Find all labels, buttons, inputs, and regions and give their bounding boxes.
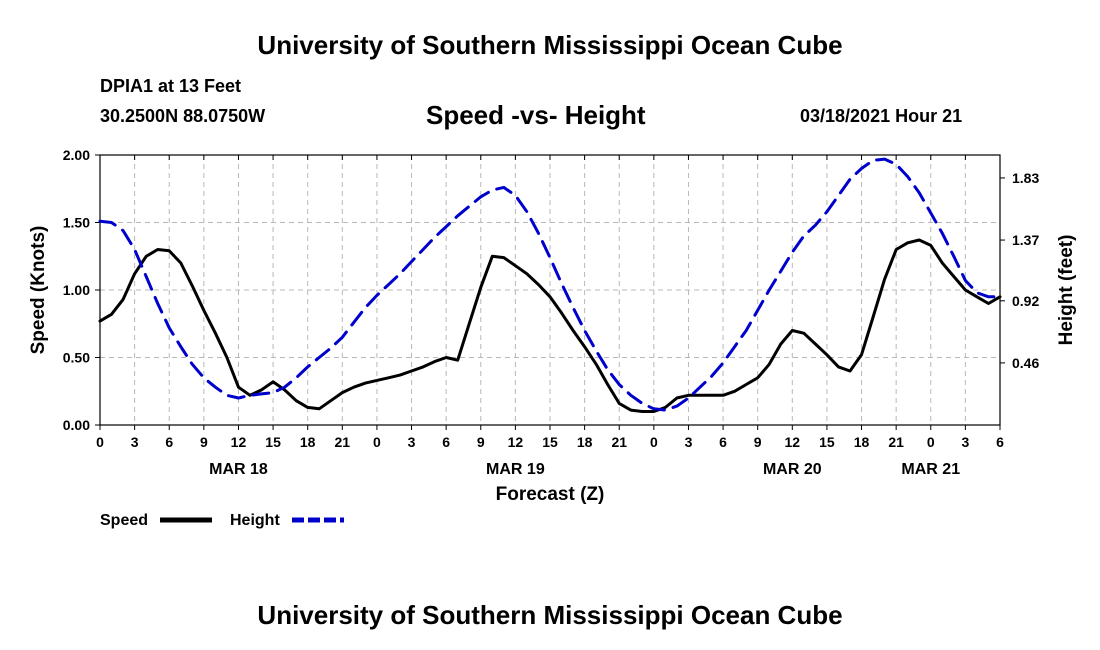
x-tick-label: 6 bbox=[165, 434, 173, 450]
y-right-axis-title: Height (feet) bbox=[1056, 235, 1077, 346]
x-tick-label: 6 bbox=[719, 434, 727, 450]
x-tick-label: 12 bbox=[231, 434, 247, 450]
x-tick-label: 18 bbox=[577, 434, 593, 450]
y-left-tick-label: 0.50 bbox=[63, 350, 90, 366]
x-tick-label: 21 bbox=[611, 434, 627, 450]
station-label: DPIA1 at 13 Feet bbox=[100, 76, 242, 96]
y-left-tick-label: 1.50 bbox=[63, 215, 90, 231]
y-left-tick-label: 0.00 bbox=[63, 417, 90, 433]
date-label: MAR 18 bbox=[209, 461, 268, 478]
x-tick-label: 18 bbox=[300, 434, 316, 450]
x-tick-label: 0 bbox=[927, 434, 935, 450]
series-line-height bbox=[98, 157, 1002, 412]
legend-label-height: Height bbox=[230, 512, 280, 529]
date-label: MAR 20 bbox=[763, 461, 822, 478]
axis-labels: 0 3 6 9 12 15 18 21 0 3 6 9 12 15 18 21 0 3 6 9 12 15 18 21 0 3 6 M… bbox=[28, 147, 1077, 505]
x-tick-label: 3 bbox=[685, 434, 693, 450]
x-tick-label: 12 bbox=[508, 434, 524, 450]
legend: Speed Height bbox=[100, 512, 344, 529]
y-right-tick-label: 1.37 bbox=[1012, 232, 1039, 248]
x-tick-label: 6 bbox=[442, 434, 450, 450]
x-tick-label: 21 bbox=[888, 434, 904, 450]
x-tick-label: 12 bbox=[785, 434, 801, 450]
x-tick-label: 9 bbox=[200, 434, 208, 450]
datetime-label: 03/18/2021 Hour 21 bbox=[800, 106, 963, 126]
date-label: MAR 19 bbox=[486, 461, 545, 478]
chart-title: University of Southern Mississippi Ocean… bbox=[257, 30, 843, 60]
x-tick-label: 6 bbox=[996, 434, 1004, 450]
x-tick-label: 0 bbox=[373, 434, 381, 450]
y-left-axis-title: Speed (Knots) bbox=[28, 226, 49, 355]
series-layer bbox=[98, 157, 1002, 413]
y-left-tick-label: 1.00 bbox=[63, 282, 90, 298]
x-tick-label: 9 bbox=[754, 434, 762, 450]
y-left-tick-label: 2.00 bbox=[63, 147, 90, 163]
grid bbox=[99, 154, 1001, 426]
x-tick-label: 0 bbox=[96, 434, 104, 450]
x-tick-label: 0 bbox=[650, 434, 658, 450]
chart-subtitle: Speed -vs- Height bbox=[426, 100, 646, 130]
x-tick-label: 15 bbox=[542, 434, 558, 450]
x-tick-label: 3 bbox=[131, 434, 139, 450]
y-right-tick-label: 0.92 bbox=[1012, 293, 1039, 309]
y-right-tick-label: 0.46 bbox=[1012, 355, 1039, 371]
legend-label-speed: Speed bbox=[100, 512, 148, 529]
x-tick-label: 15 bbox=[819, 434, 835, 450]
footer-title: University of Southern Mississippi Ocean… bbox=[257, 600, 843, 630]
x-tick-label: 3 bbox=[961, 434, 969, 450]
y-right-tick-label: 1.83 bbox=[1012, 170, 1039, 186]
x-axis-title: Forecast (Z) bbox=[496, 484, 605, 505]
axes bbox=[95, 154, 1005, 430]
date-label: MAR 21 bbox=[901, 461, 960, 478]
x-tick-label: 3 bbox=[408, 434, 416, 450]
x-tick-label: 9 bbox=[477, 434, 485, 450]
series-line-speed bbox=[98, 238, 1002, 413]
x-tick-label: 18 bbox=[854, 434, 870, 450]
x-tick-label: 21 bbox=[335, 434, 351, 450]
coordinates-label: 30.2500N 88.0750W bbox=[100, 106, 266, 126]
x-tick-label: 15 bbox=[265, 434, 281, 450]
